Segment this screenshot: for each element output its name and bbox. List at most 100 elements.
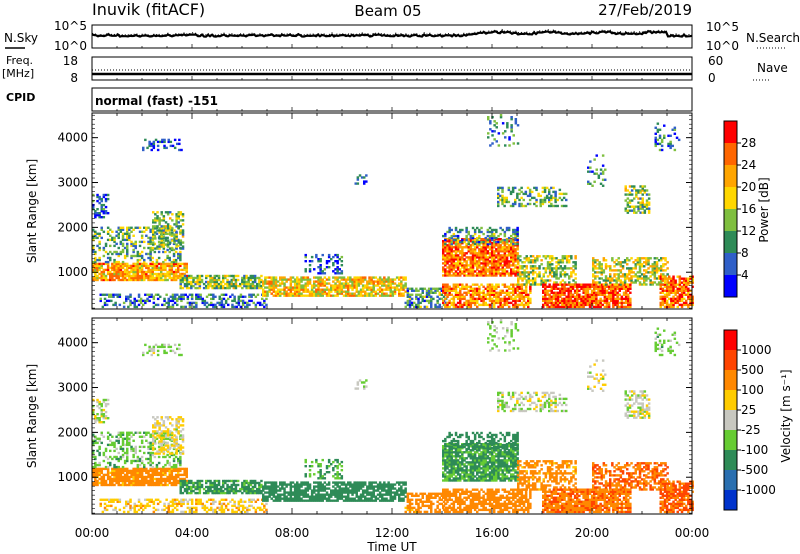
power-cell-2464 [510,254,513,257]
power-cell-2064 [456,272,460,275]
power-cell-3667 [592,267,595,270]
power-cell-812 [104,193,108,197]
power-cell-2689 [448,291,451,294]
power-cell-516 [147,252,150,256]
power-cell-217 [151,274,154,278]
power-cell-2399 [501,266,504,269]
power-cell-3310 [556,303,560,307]
power-cell-1089 [152,305,156,309]
power-cell-404 [113,240,116,244]
power-cell-4023 [672,285,675,288]
power-cell-574 [166,256,169,260]
velocity-cell-93 [117,471,120,475]
power-cell-3443 [584,301,587,305]
velocity-cell-275 [166,467,169,471]
power-cell-3281 [550,299,553,303]
power-cell-2856 [490,291,494,294]
power-cell-4395 [510,116,513,119]
power-cell-1118 [171,293,175,296]
power-cell-1683 [378,288,382,291]
power-cell-57 [109,278,112,282]
power-cell-638 [154,227,157,230]
power-cell-2135 [467,270,470,273]
power-cell-4213 [539,198,542,202]
power-cell-3909 [657,267,661,270]
power-cell-996 [251,276,255,280]
power-cell-884 [207,280,210,284]
power-cell-4469 [180,148,183,152]
power-cell-3332 [561,297,564,301]
power-cell-451 [126,242,129,246]
power-cell-3962 [661,279,665,282]
power-cell-3971 [663,289,667,292]
power-cell-3974 [663,281,667,284]
power-cell-2292 [486,244,490,247]
power-cell-3465 [588,303,592,307]
power-cell-2629 [503,230,507,234]
power-cell-2787 [473,301,477,305]
power-cell-4493 [663,124,666,127]
power-cell-306 [174,262,178,266]
power-cell-2267 [484,264,487,267]
power-cell-3473 [588,283,592,286]
power-cell-1706 [385,292,388,295]
power-cell-3112 [540,283,543,286]
power-cell-4289 [630,209,634,212]
power-cell-3094 [534,265,537,268]
power-cell-1494 [325,292,329,295]
power-cell-2407 [501,246,504,249]
power-cell-801 [102,212,106,215]
power-cell-4236 [550,204,553,208]
power-cell-2369 [497,258,500,261]
power-cell-2568 [471,240,475,244]
power-cell-977 [245,280,248,284]
power-cell-2291 [486,246,490,249]
power-cell-4484 [658,136,662,139]
power-cell-758 [179,219,183,222]
power-cell-3681 [596,281,599,284]
power-cell-2313 [490,270,494,273]
power-cell-1129 [180,305,183,309]
power-cell-4300 [633,187,636,190]
power-cell-1604 [355,278,358,281]
power-cell-2479 [512,258,515,261]
velocity-cell-104 [121,483,125,487]
power-cell-79 [115,276,118,280]
power-cell-4132 [497,196,500,200]
power-cell-1207 [227,297,230,301]
power-cell-907 [215,280,219,284]
power-cell-3728 [609,265,612,268]
velocity-cell-323 [181,477,184,481]
power-cell-3866 [647,261,650,264]
power-cell-499 [140,254,144,258]
power-cell-3436 [582,295,585,298]
power-cell-3520 [599,293,602,296]
power-cell-1779 [304,253,307,257]
power-cell-3082 [531,269,535,272]
power-cell-2764 [467,291,470,294]
power-cell-3231 [574,281,577,284]
power-cell-78 [113,262,116,266]
power-cell-2678 [446,301,449,305]
power-cell-1975 [444,244,447,247]
power-cell-2642 [512,236,515,240]
power-cell-2433 [505,258,509,261]
power-cell-4466 [178,148,181,152]
power-cell-45 [104,278,108,282]
power-cell-656 [158,235,161,238]
power-cell-304 [174,268,178,272]
power-cell-3036 [521,271,524,274]
power-cell-1910 [430,297,433,301]
power-cell-654 [158,243,161,246]
power-cell-4253 [556,204,559,208]
power-cell-3173 [557,277,560,280]
power-cell-128 [128,278,131,282]
power-cell-2586 [478,228,481,232]
power-cell-286 [170,272,174,276]
power-cell-338 [185,266,188,270]
power-cell-1337 [283,294,286,297]
power-cell-3526 [601,303,604,307]
power-cell-80 [115,274,118,278]
power-cell-1746 [398,294,401,297]
power-cell-1375 [293,290,297,293]
